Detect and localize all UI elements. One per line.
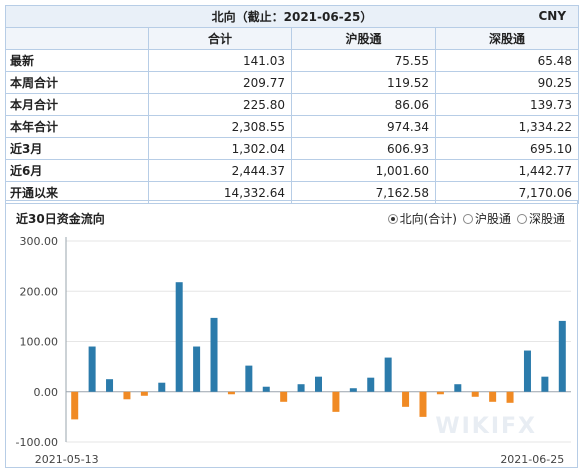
row-value: 90.25 xyxy=(434,71,580,94)
table-row: 最新 141.03 75.55 65.48 xyxy=(5,49,580,72)
chart-bar xyxy=(315,376,322,392)
series-selector: 北向(合计) 沪股通 深股通 xyxy=(387,210,565,227)
row-value: 974.34 xyxy=(291,115,436,138)
chart-bar xyxy=(88,346,96,392)
row-value: 2,308.55 xyxy=(148,115,292,138)
chart-bar xyxy=(349,388,357,392)
row-label: 本月合计 xyxy=(5,93,149,116)
chart-bar xyxy=(384,357,392,392)
chart-bar xyxy=(245,365,253,392)
chart-bar xyxy=(558,320,566,392)
row-value: 75.55 xyxy=(291,49,436,72)
column-header-shanghai: 沪股通 xyxy=(291,27,436,50)
chart-bar xyxy=(506,391,514,403)
radio-icon[interactable] xyxy=(387,213,398,224)
y-tick-label: 100.00 xyxy=(20,336,59,349)
chart-bar xyxy=(227,391,235,395)
series-option[interactable]: 沪股通 xyxy=(462,210,511,227)
series-option[interactable]: 北向(合计) xyxy=(387,210,457,227)
radio-icon[interactable] xyxy=(516,213,527,224)
row-value: 209.77 xyxy=(148,71,292,94)
row-label: 本年合计 xyxy=(5,115,149,138)
y-tick-label: 300.00 xyxy=(20,235,59,248)
header-blank xyxy=(5,27,149,50)
watermark: WIKIFX xyxy=(435,414,537,439)
table-row: 本年合计 2,308.55 974.34 1,334.22 xyxy=(5,115,580,138)
series-option-label: 北向(合计) xyxy=(399,212,457,226)
table-row: 近6月 2,444.37 1,001.60 1,442.77 xyxy=(5,159,580,182)
row-label: 开通以来 xyxy=(5,181,149,204)
chart-bar xyxy=(471,391,479,397)
currency-label: CNY xyxy=(538,9,567,23)
y-tick-label: 0.00 xyxy=(34,386,59,399)
chart-bar xyxy=(332,391,340,412)
chart-bar xyxy=(541,376,549,392)
row-label: 最新 xyxy=(5,49,149,72)
row-value: 2,444.37 xyxy=(148,159,292,182)
radio-icon[interactable] xyxy=(462,213,473,224)
table-row: 本月合计 225.80 86.06 139.73 xyxy=(5,93,580,116)
chart-bar xyxy=(280,391,288,402)
row-label: 近3月 xyxy=(5,137,149,160)
chart-bar xyxy=(262,386,270,392)
chart-bar xyxy=(140,391,148,396)
series-option-label: 深股通 xyxy=(528,212,565,226)
table-row: 近3月 1,302.04 606.93 695.10 xyxy=(5,137,580,160)
chart-bar xyxy=(489,391,497,402)
row-value: 1,001.60 xyxy=(291,159,436,182)
row-value: 1,334.22 xyxy=(434,115,580,138)
chart-bar xyxy=(71,391,79,420)
chart-bar xyxy=(454,384,462,392)
series-option-label: 沪股通 xyxy=(474,212,511,226)
chart-title: 近30日资金流向 xyxy=(16,212,105,226)
column-header-total: 合计 xyxy=(148,27,292,50)
table-row: 开通以来 14,332.64 7,162.58 7,170.06 xyxy=(5,181,580,204)
series-option[interactable]: 深股通 xyxy=(516,210,565,227)
chart-bar xyxy=(523,350,531,392)
chart-bar xyxy=(402,391,410,407)
chart-bar xyxy=(158,382,166,392)
table-title-cell: 北向（截止：2021-06-25） CNY xyxy=(4,5,580,28)
chart-bar xyxy=(210,317,218,392)
chart-bar xyxy=(297,384,305,392)
row-value: 7,170.06 xyxy=(434,181,580,204)
flow-bar-chart: -100.00 0.00 100.00 200.00 300.00 2021-05-13 2… xyxy=(16,235,571,466)
row-value: 606.93 xyxy=(291,137,436,160)
column-header-shenzhen: 深股通 xyxy=(434,27,580,50)
chart-bar xyxy=(436,391,444,395)
y-tick-label: -100.00 xyxy=(16,436,58,449)
row-value: 695.10 xyxy=(434,137,580,160)
row-value: 7,162.58 xyxy=(291,181,436,204)
table-row: 本周合计 209.77 119.52 90.25 xyxy=(5,71,580,94)
x-tick-label: 2021-05-13 xyxy=(35,453,99,466)
row-value: 119.52 xyxy=(291,71,436,94)
chart-bar xyxy=(175,282,183,392)
row-value: 139.73 xyxy=(434,93,580,116)
row-value: 65.48 xyxy=(434,49,580,72)
row-value: 1,302.04 xyxy=(148,137,292,160)
row-label: 近6月 xyxy=(5,159,149,182)
table-title: 北向（截止：2021-06-25） xyxy=(211,10,373,24)
chart-bar xyxy=(419,391,427,417)
chart-bar xyxy=(106,379,114,392)
row-value: 86.06 xyxy=(291,93,436,116)
chart-bar xyxy=(367,377,375,392)
row-value: 1,442.77 xyxy=(434,159,580,182)
row-value: 225.80 xyxy=(148,93,292,116)
chart-bar xyxy=(193,346,201,392)
x-tick-label: 2021-06-25 xyxy=(500,453,564,466)
chart-bar xyxy=(123,391,131,400)
row-label: 本周合计 xyxy=(5,71,149,94)
y-tick-label: 200.00 xyxy=(20,285,59,298)
row-value: 141.03 xyxy=(148,49,292,72)
northbound-summary-table: 北向（截止：2021-06-25） CNY 合计 沪股通 深股通 最新 141.0… xyxy=(4,5,580,204)
flow-chart-panel: -100.00 0.00 100.00 200.00 300.00 2021-05-13 2… xyxy=(5,200,578,468)
